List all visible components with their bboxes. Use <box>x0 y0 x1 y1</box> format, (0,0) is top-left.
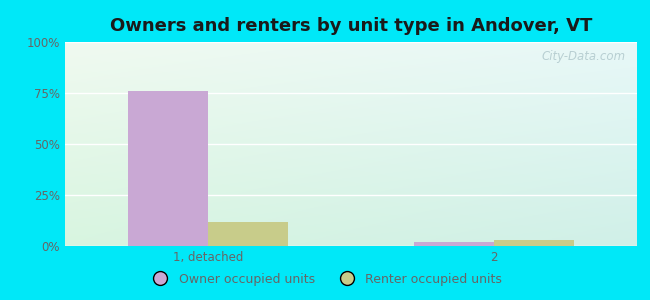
Title: Owners and renters by unit type in Andover, VT: Owners and renters by unit type in Andov… <box>110 17 592 35</box>
Bar <box>128 91 208 246</box>
Bar <box>208 221 288 246</box>
Text: City-Data.com: City-Data.com <box>541 50 625 63</box>
Bar <box>494 240 574 246</box>
Legend: Owner occupied units, Renter occupied units: Owner occupied units, Renter occupied un… <box>143 268 507 291</box>
Bar <box>414 242 494 246</box>
